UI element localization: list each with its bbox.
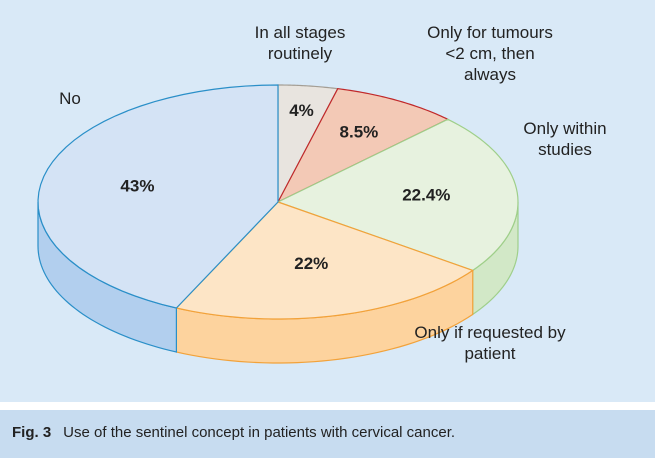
category-label: In all stages routinely	[254, 23, 346, 63]
caption-label: Fig. 3	[12, 424, 52, 441]
value-label: 43%	[120, 176, 154, 195]
value-label: 22.4%	[402, 186, 450, 205]
chart-area: 4% 8.5% 22.4% 22% 43% In all stages routinel…	[0, 0, 655, 402]
value-label: 8.5%	[340, 122, 379, 141]
category-label: Only for tumours <2 cm, then always	[427, 23, 553, 84]
category-label: No	[59, 89, 81, 108]
value-label: 4%	[289, 101, 314, 120]
slice	[276, 118, 519, 272]
value-label: 22%	[294, 254, 328, 273]
slice	[276, 88, 450, 204]
caption: Fig. 3 Use of the sentinel concept in pat…	[0, 410, 655, 458]
category-label: Only within studies	[523, 119, 607, 159]
caption-text: Use of the sentinel concept in patients …	[63, 424, 456, 441]
chart: 4% 8.5% 22.4% 22% 43%	[37, 84, 519, 364]
slice	[37, 84, 279, 309]
category-label: Only if requested by patient	[414, 323, 566, 363]
